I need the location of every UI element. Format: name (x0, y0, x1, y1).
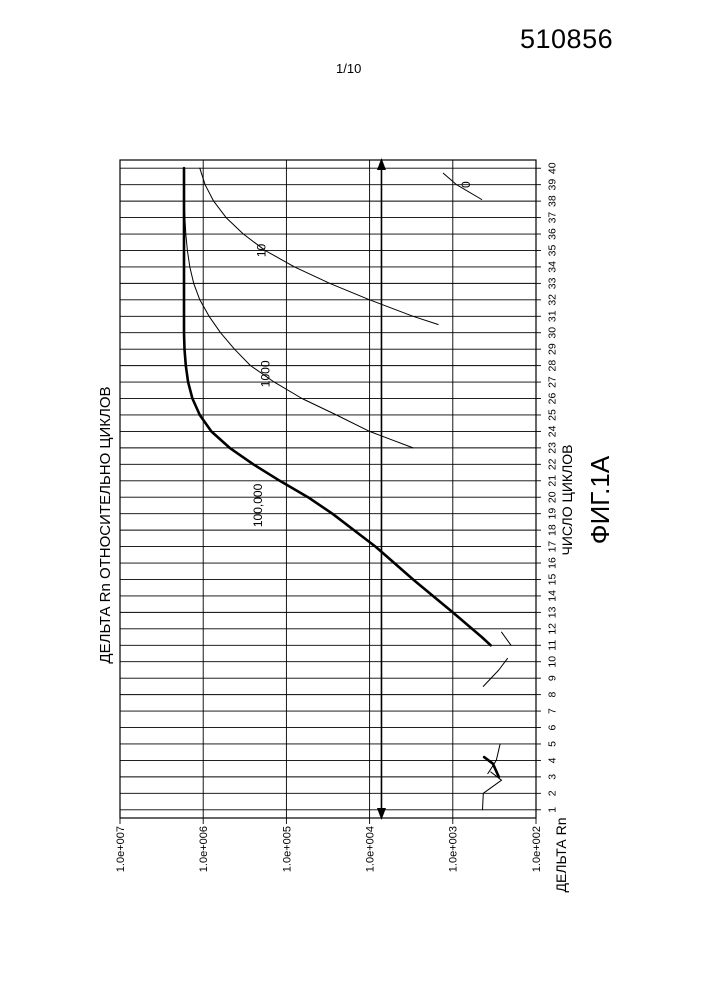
curve-1000 (184, 168, 414, 448)
cycle-tick-label: 29 (547, 343, 559, 355)
cycle-tick-label: 31 (547, 310, 559, 322)
y-axis-label: ДЕЛЬТА Rn (553, 817, 569, 892)
cycle-tick-label: 38 (547, 195, 559, 207)
curve-label: 100,000 (251, 483, 265, 527)
cycle-tick-label: 27 (547, 376, 559, 388)
cycle-tick-label: 4 (547, 757, 559, 763)
delta-rn-tick-label: 1.0e+005 (281, 826, 293, 872)
cycle-tick-label: 9 (547, 675, 559, 681)
cycle-tick-label: 23 (547, 442, 559, 454)
cycle-tick-label: 18 (547, 524, 559, 536)
cycle-tick-label: 34 (547, 261, 559, 273)
cycle-tick-label: 35 (547, 244, 559, 256)
cycle-tick-label: 33 (547, 277, 559, 289)
cycle-tick-label: 2 (547, 790, 559, 796)
cycle-tick-label: 12 (547, 623, 559, 635)
curve-label: 10 (255, 243, 269, 257)
delta-rn-tick-label: 1.0e+002 (531, 826, 543, 872)
cycle-tick-label: 13 (547, 606, 559, 618)
cycle-tick-label: 15 (547, 573, 559, 585)
cycle-tick-label: 30 (547, 327, 559, 339)
cycle-tick-label: 16 (547, 557, 559, 569)
curve-label: 1000 (258, 360, 272, 387)
cycle-tick-label: 14 (547, 590, 559, 602)
cycle-tick-label: 39 (547, 179, 559, 191)
curve-100-000 (184, 168, 491, 645)
cycle-tick-label: 19 (547, 508, 559, 520)
cycle-tick-label: 21 (547, 475, 559, 487)
cycle-tick-label: 26 (547, 393, 559, 405)
cycle-tick-label: 8 (547, 692, 559, 698)
cycle-tick-label: 32 (547, 294, 559, 306)
cycle-tick-label: 6 (547, 724, 559, 730)
cycle-tick-label: 24 (547, 425, 559, 437)
cycle-tick-label: 36 (547, 228, 559, 240)
curve-label: 0 (459, 181, 473, 188)
cycle-tick-label: 7 (547, 708, 559, 714)
chart-title: ДЕЛЬТА Rn ОТНОСИТЕЛЬНО ЦИКЛОВ (97, 386, 114, 663)
curve-baseline-e (502, 632, 512, 645)
cycle-tick-label: 25 (547, 409, 559, 421)
plot-frame (120, 160, 536, 818)
cycle-tick-label: 5 (547, 741, 559, 747)
cycle-tick-label: 37 (547, 212, 559, 224)
curve-baseline-d (483, 658, 507, 686)
delta-rn-tick-label: 1.0e+004 (364, 826, 376, 872)
x-axis-label: ЧИСЛО ЦИКЛОВ (559, 445, 575, 556)
cycle-tick-label: 1 (547, 807, 559, 813)
figure-label: ФИГ.1А (585, 455, 615, 544)
chart-series (184, 158, 511, 820)
cycle-tick-label: 10 (547, 656, 559, 668)
curve-10 (200, 168, 438, 324)
cycle-tick-label: 40 (547, 162, 559, 174)
cycle-tick-label: 11 (547, 640, 559, 651)
cycle-tick-label: 28 (547, 360, 559, 372)
cycle-tick-label: 17 (547, 541, 559, 553)
delta-rn-tick-label: 1.0e+007 (115, 826, 127, 872)
cycle-tick-label: 3 (547, 774, 559, 780)
delta-rn-tick-label: 1.0e+006 (198, 826, 210, 872)
delta-rn-tick-label: 1.0e+003 (448, 826, 460, 872)
cycle-tick-label: 20 (547, 491, 559, 503)
curve-baseline-b (483, 772, 502, 810)
cycle-tick-label: 22 (547, 458, 559, 470)
delta-rn-chart: 1234567891011121314151617181920212223242… (0, 0, 707, 999)
